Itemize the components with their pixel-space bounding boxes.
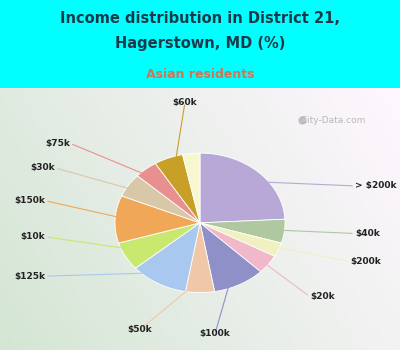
Text: Hagerstown, MD (%): Hagerstown, MD (%) bbox=[115, 36, 285, 51]
Text: $30k: $30k bbox=[30, 163, 55, 173]
Polygon shape bbox=[200, 223, 261, 292]
Polygon shape bbox=[136, 223, 200, 292]
Text: > $200k: > $200k bbox=[355, 181, 396, 190]
Text: $75k: $75k bbox=[45, 139, 70, 148]
Polygon shape bbox=[119, 223, 200, 268]
Polygon shape bbox=[122, 176, 200, 223]
Polygon shape bbox=[182, 153, 200, 223]
Text: Asian residents: Asian residents bbox=[146, 68, 254, 81]
Text: $20k: $20k bbox=[310, 292, 335, 301]
Polygon shape bbox=[186, 223, 214, 293]
Polygon shape bbox=[200, 219, 285, 243]
Polygon shape bbox=[200, 223, 281, 256]
Text: $50k: $50k bbox=[128, 325, 152, 334]
Text: $200k: $200k bbox=[350, 257, 381, 266]
Polygon shape bbox=[200, 153, 285, 223]
Text: Income distribution in District 21,: Income distribution in District 21, bbox=[60, 11, 340, 26]
Text: City-Data.com: City-Data.com bbox=[295, 116, 365, 125]
Text: $125k: $125k bbox=[14, 272, 45, 281]
Polygon shape bbox=[200, 223, 274, 272]
Polygon shape bbox=[137, 163, 200, 223]
Polygon shape bbox=[115, 196, 200, 243]
Text: $150k: $150k bbox=[14, 196, 45, 205]
Text: $40k: $40k bbox=[355, 229, 380, 238]
Text: $60k: $60k bbox=[173, 98, 197, 107]
Polygon shape bbox=[156, 155, 200, 223]
Text: $10k: $10k bbox=[20, 232, 45, 241]
Text: $100k: $100k bbox=[200, 329, 230, 338]
